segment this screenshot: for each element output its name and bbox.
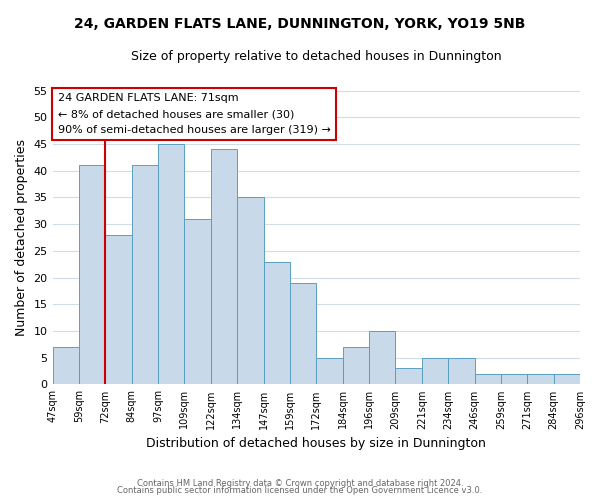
Bar bbox=[475, 374, 501, 384]
Bar bbox=[211, 150, 237, 384]
Bar bbox=[158, 144, 184, 384]
Bar bbox=[343, 347, 369, 385]
Bar bbox=[131, 166, 158, 384]
Bar bbox=[263, 262, 290, 384]
Bar bbox=[53, 347, 79, 385]
Bar bbox=[105, 235, 131, 384]
X-axis label: Distribution of detached houses by size in Dunnington: Distribution of detached houses by size … bbox=[146, 437, 486, 450]
Bar bbox=[369, 331, 395, 384]
Text: Contains HM Land Registry data © Crown copyright and database right 2024.: Contains HM Land Registry data © Crown c… bbox=[137, 478, 463, 488]
Y-axis label: Number of detached properties: Number of detached properties bbox=[15, 139, 28, 336]
Bar bbox=[316, 358, 343, 384]
Bar bbox=[290, 283, 316, 384]
Text: Contains public sector information licensed under the Open Government Licence v3: Contains public sector information licen… bbox=[118, 486, 482, 495]
Bar bbox=[237, 198, 263, 384]
Text: 24 GARDEN FLATS LANE: 71sqm
← 8% of detached houses are smaller (30)
90% of semi: 24 GARDEN FLATS LANE: 71sqm ← 8% of deta… bbox=[58, 94, 331, 134]
Bar bbox=[501, 374, 527, 384]
Bar bbox=[422, 358, 448, 384]
Text: 24, GARDEN FLATS LANE, DUNNINGTON, YORK, YO19 5NB: 24, GARDEN FLATS LANE, DUNNINGTON, YORK,… bbox=[74, 18, 526, 32]
Bar bbox=[395, 368, 422, 384]
Bar bbox=[448, 358, 475, 384]
Bar bbox=[79, 166, 105, 384]
Bar bbox=[527, 374, 554, 384]
Bar bbox=[554, 374, 580, 384]
Title: Size of property relative to detached houses in Dunnington: Size of property relative to detached ho… bbox=[131, 50, 502, 63]
Bar bbox=[184, 219, 211, 384]
